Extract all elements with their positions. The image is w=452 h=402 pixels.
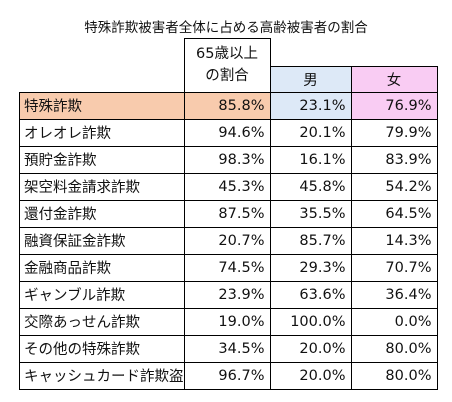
table-row: 金融商品詐欺 74.5% 29.3% 70.7% bbox=[19, 253, 438, 282]
row-label: その他の特殊詐欺 bbox=[19, 334, 185, 363]
table-row: ギャンブル詐欺 23.9% 63.6% 36.4% bbox=[19, 280, 438, 309]
cell-age65-ratio: 98.3% bbox=[183, 145, 271, 174]
cell-male-ratio: 100.0% bbox=[269, 307, 352, 336]
header-age65: 65歳以上 の割合 bbox=[183, 38, 271, 93]
cell-female-ratio: 76.9% bbox=[350, 91, 438, 120]
cell-age65-ratio: 96.7% bbox=[183, 361, 271, 390]
row-label: 還付金詐欺 bbox=[19, 199, 185, 228]
header-male: 男 bbox=[269, 65, 352, 93]
cell-age65-ratio: 34.5% bbox=[183, 334, 271, 363]
cell-male-ratio: 23.1% bbox=[269, 91, 352, 120]
table-row: 還付金詐欺 87.5% 35.5% 64.5% bbox=[19, 199, 438, 228]
cell-age65-ratio: 19.0% bbox=[183, 307, 271, 336]
victim-ratio-table: 65歳以上 の割合 男 女 特殊詐欺 85.8% 23.1% 76.9% オレオレ詐欺 9… bbox=[19, 38, 438, 390]
table-row: 特殊詐欺 85.8% 23.1% 76.9% bbox=[19, 91, 438, 120]
table-row: 預貯金詐欺 98.3% 16.1% 83.9% bbox=[19, 145, 438, 174]
cell-female-ratio: 70.7% bbox=[350, 253, 438, 282]
cell-female-ratio: 83.9% bbox=[350, 145, 438, 174]
cell-male-ratio: 85.7% bbox=[269, 226, 352, 255]
cell-age65-ratio: 87.5% bbox=[183, 199, 271, 228]
table-row: キャッシュカード詐欺盗 96.7% 20.0% 80.0% bbox=[19, 361, 438, 390]
cell-female-ratio: 0.0% bbox=[350, 307, 438, 336]
row-label: オレオレ詐欺 bbox=[19, 118, 185, 147]
cell-female-ratio: 80.0% bbox=[350, 334, 438, 363]
table-row: 融資保証金詐欺 20.7% 85.7% 14.3% bbox=[19, 226, 438, 255]
table-row: 交際あっせん詐欺 19.0% 100.0% 0.0% bbox=[19, 307, 438, 336]
cell-male-ratio: 20.1% bbox=[269, 118, 352, 147]
header-gender-spacer bbox=[270, 39, 437, 67]
cell-female-ratio: 80.0% bbox=[350, 361, 438, 390]
row-label: ギャンブル詐欺 bbox=[19, 280, 185, 309]
cell-age65-ratio: 85.8% bbox=[183, 91, 271, 120]
cell-age65-ratio: 74.5% bbox=[183, 253, 271, 282]
header-female: 女 bbox=[350, 65, 438, 93]
cell-female-ratio: 14.3% bbox=[350, 226, 438, 255]
table-row: オレオレ詐欺 94.6% 20.1% 79.9% bbox=[19, 118, 438, 147]
row-label: 融資保証金詐欺 bbox=[19, 226, 185, 255]
cell-female-ratio: 54.2% bbox=[350, 172, 438, 201]
table-title: 特殊詐欺被害者全体に占める高齢被害者の割合 bbox=[84, 20, 368, 36]
cell-female-ratio: 64.5% bbox=[350, 199, 438, 228]
cell-male-ratio: 20.0% bbox=[269, 361, 352, 390]
header-age65-line1: 65歳以上 bbox=[196, 46, 258, 63]
cell-female-ratio: 79.9% bbox=[350, 118, 438, 147]
cell-female-ratio: 36.4% bbox=[350, 280, 438, 309]
row-label: 預貯金詐欺 bbox=[19, 145, 185, 174]
cell-age65-ratio: 45.3% bbox=[183, 172, 271, 201]
cell-age65-ratio: 20.7% bbox=[183, 226, 271, 255]
cell-age65-ratio: 94.6% bbox=[183, 118, 271, 147]
table-row: その他の特殊詐欺 34.5% 20.0% 80.0% bbox=[19, 334, 438, 363]
header-blank-cell bbox=[20, 39, 185, 93]
header-row: 65歳以上 の割合 bbox=[20, 38, 438, 93]
row-label: 架空料金請求詐欺 bbox=[19, 172, 185, 201]
row-label: 金融商品詐欺 bbox=[19, 253, 185, 282]
table-body: 65歳以上 の割合 男 女 特殊詐欺 85.8% 23.1% 76.9% オレオレ詐欺 9… bbox=[19, 38, 438, 390]
header-age65-line2: の割合 bbox=[205, 68, 249, 85]
row-label: 交際あっせん詐欺 bbox=[19, 307, 185, 336]
cell-age65-ratio: 23.9% bbox=[183, 280, 271, 309]
cell-male-ratio: 16.1% bbox=[269, 145, 352, 174]
cell-male-ratio: 35.5% bbox=[269, 199, 352, 228]
header-gender-row: 男 女 bbox=[20, 65, 438, 93]
cell-male-ratio: 63.6% bbox=[269, 280, 352, 309]
row-label: 特殊詐欺 bbox=[19, 91, 185, 120]
row-label: キャッシュカード詐欺盗 bbox=[19, 361, 185, 390]
cell-male-ratio: 20.0% bbox=[269, 334, 352, 363]
cell-male-ratio: 45.8% bbox=[269, 172, 352, 201]
table-row: 架空料金請求詐欺 45.3% 45.8% 54.2% bbox=[19, 172, 438, 201]
cell-male-ratio: 29.3% bbox=[269, 253, 352, 282]
